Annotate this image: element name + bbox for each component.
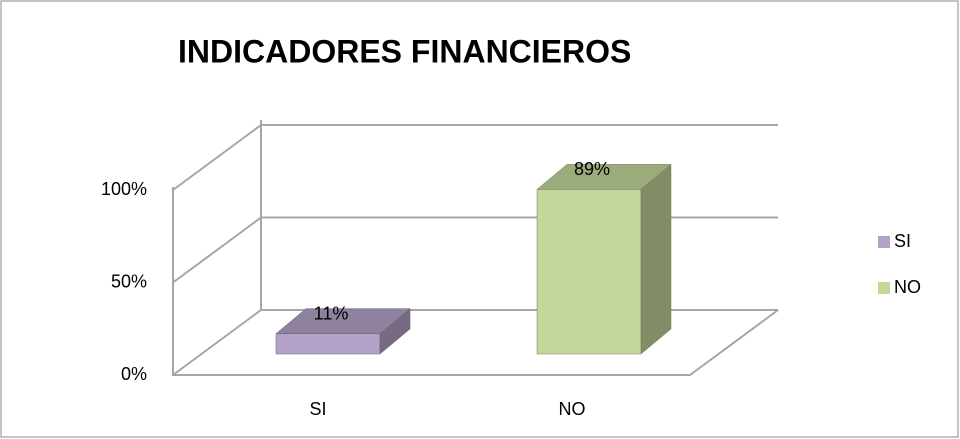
legend-label: SI: [894, 231, 911, 251]
value-label: 89%: [574, 159, 610, 179]
x-tick-label: SI: [309, 399, 326, 419]
bar: [536, 163, 672, 355]
floor-front: [172, 187, 779, 376]
legend-swatch: [878, 236, 890, 248]
bar-side: [379, 308, 411, 355]
bar-front: [275, 333, 381, 355]
legend-swatch: [878, 282, 890, 294]
y-tick-label: 100%: [101, 179, 147, 199]
y-tick-label: 0%: [121, 364, 147, 384]
value-label: 11%: [314, 303, 349, 323]
legend-label: NO: [894, 277, 921, 297]
y-tick-label: 50%: [111, 271, 147, 291]
chart-title: INDICADORES FINANCIEROS: [178, 33, 631, 69]
grid-line: [172, 124, 778, 191]
bar-front: [536, 189, 642, 355]
bar: [275, 308, 411, 355]
x-tick-label: NO: [559, 399, 586, 419]
bar-side: [640, 163, 672, 355]
walls: [172, 120, 779, 376]
